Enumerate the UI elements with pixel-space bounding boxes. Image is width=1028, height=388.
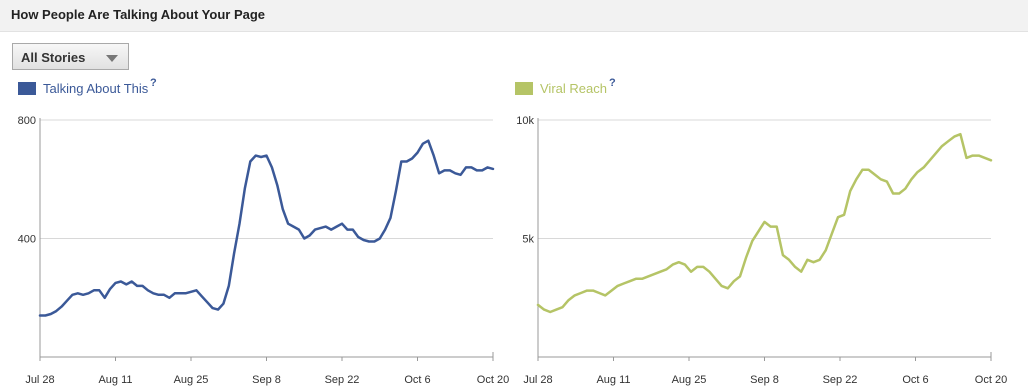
- x-tick-label-talking: Jul 28: [25, 374, 54, 386]
- legend-label-viral[interactable]: Viral Reach: [540, 81, 607, 96]
- x-tick-label-talking: Aug 11: [98, 374, 132, 386]
- y-tick-label-viral: 10k: [516, 115, 534, 127]
- x-tick-label-talking: Sep 22: [325, 374, 360, 386]
- chevron-down-icon: [106, 55, 118, 62]
- section-title: How People Are Talking About Your Page: [11, 7, 266, 22]
- y-tick-label-talking: 400: [18, 234, 36, 246]
- x-tick-label-viral: Oct 20: [975, 374, 1007, 386]
- x-tick-label-viral: Sep 22: [823, 374, 858, 386]
- x-tick-label-talking: Aug 25: [174, 374, 209, 386]
- legend-swatch-viral: [515, 82, 533, 95]
- x-tick-label-viral: Aug 25: [672, 374, 707, 386]
- series-line-talking: [38, 139, 495, 317]
- stories-filter-label: All Stories: [21, 50, 86, 65]
- legend-label-talking[interactable]: Talking About This: [43, 81, 149, 96]
- x-tick-label-viral: Jul 28: [523, 374, 552, 386]
- y-tick-label-viral: 5k: [522, 234, 534, 246]
- x-tick-label-talking: Sep 8: [252, 374, 281, 386]
- legend-swatch-talking: [18, 82, 36, 95]
- x-tick-label-viral: Sep 8: [750, 374, 779, 386]
- series-line-viral: [536, 132, 993, 314]
- help-icon[interactable]: ?: [609, 77, 616, 89]
- x-tick-label-talking: Oct 6: [404, 374, 430, 386]
- x-tick-label-talking: Oct 20: [477, 374, 509, 386]
- x-tick-label-viral: Oct 6: [902, 374, 928, 386]
- x-tick-label-viral: Aug 11: [596, 374, 630, 386]
- stories-filter-dropdown[interactable]: All Stories: [12, 43, 129, 70]
- section-header: How People Are Talking About Your Page: [0, 0, 1028, 32]
- help-icon[interactable]: ?: [150, 77, 157, 89]
- y-tick-label-talking: 800: [18, 115, 36, 127]
